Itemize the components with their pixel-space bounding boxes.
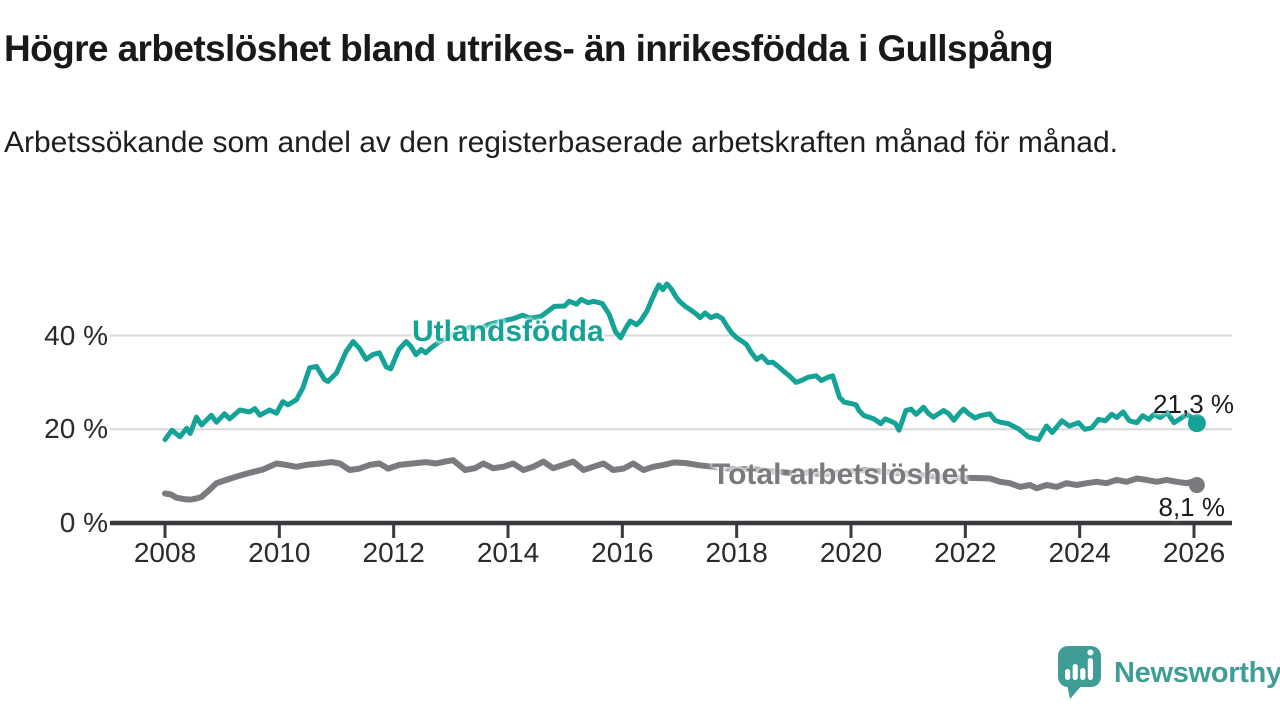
x-tick-label-2022: 2022	[934, 537, 997, 568]
newsworthy-logo: Newsworthy	[1055, 644, 1280, 702]
x-tick-label-2012: 2012	[362, 537, 425, 568]
y-tick-label-40: 40 %	[44, 319, 108, 351]
line-utlandsfodda	[162, 281, 1200, 443]
x-tick-label-2008: 2008	[133, 537, 197, 568]
x-tick-label-2014: 2014	[476, 537, 540, 568]
x-tick-label-2010: 2010	[248, 537, 311, 568]
newsworthy-logo-text: Newsworthy	[1114, 656, 1280, 689]
end-dot-utlandsfodda	[1187, 414, 1206, 433]
line-total	[162, 457, 1200, 503]
y-tick-label-20: 20 %	[44, 413, 108, 445]
x-tick-label-2026: 2026	[1162, 537, 1226, 568]
end-value-utlandsfodda: 21,3 %	[1153, 389, 1234, 419]
page-subtitle: Arbetssökande som andel av den registerb…	[4, 126, 1118, 159]
x-tick-label-2024: 2024	[1048, 537, 1111, 568]
page-title: Högre arbetslöshet bland utrikes- än inr…	[4, 28, 1054, 69]
x-tick-label-2020: 2020	[819, 537, 883, 568]
x-tick-label-2016: 2016	[591, 537, 654, 568]
y-tick-label-0: 0 %	[59, 507, 108, 538]
series-label-total-arbetsloshet: Total arbetslöshet	[712, 458, 969, 491]
end-value-total-arbetsloshet: 8,1 %	[1158, 492, 1226, 522]
newsworthy-logo-icon	[1058, 646, 1101, 699]
series-label-utlandsfodda: Utlandsfödda	[412, 315, 604, 348]
x-tick-label-2018: 2018	[705, 537, 768, 568]
end-dot-total	[1188, 477, 1205, 494]
